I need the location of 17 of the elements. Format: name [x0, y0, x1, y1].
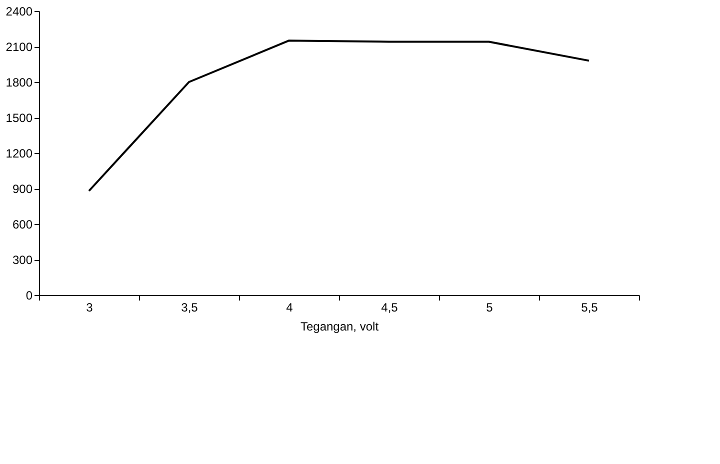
y-tick-label: 2400	[6, 4, 33, 18]
y-tick-label: 1200	[6, 146, 33, 160]
x-tick-label: 4	[286, 300, 294, 314]
y-tick-label: 1800	[6, 76, 33, 90]
x-axis-title: Tegangan, volt	[300, 320, 380, 334]
line-series	[88, 40, 590, 192]
x-tick-label: 5	[486, 300, 494, 314]
y-tick-label: 1500	[6, 111, 33, 125]
y-tick-label: 2100	[6, 40, 33, 54]
x-tick-label: 3,5	[181, 300, 198, 314]
y-tick-label: 600	[12, 218, 33, 232]
y-tick-label: 0	[26, 288, 33, 302]
y-tick-label: 300	[12, 253, 33, 267]
x-tick-label: 4,5	[381, 300, 398, 314]
x-tick-label: 3	[86, 300, 94, 314]
x-tick-label: 5,5	[581, 300, 598, 314]
y-tick-label: 900	[12, 182, 33, 196]
